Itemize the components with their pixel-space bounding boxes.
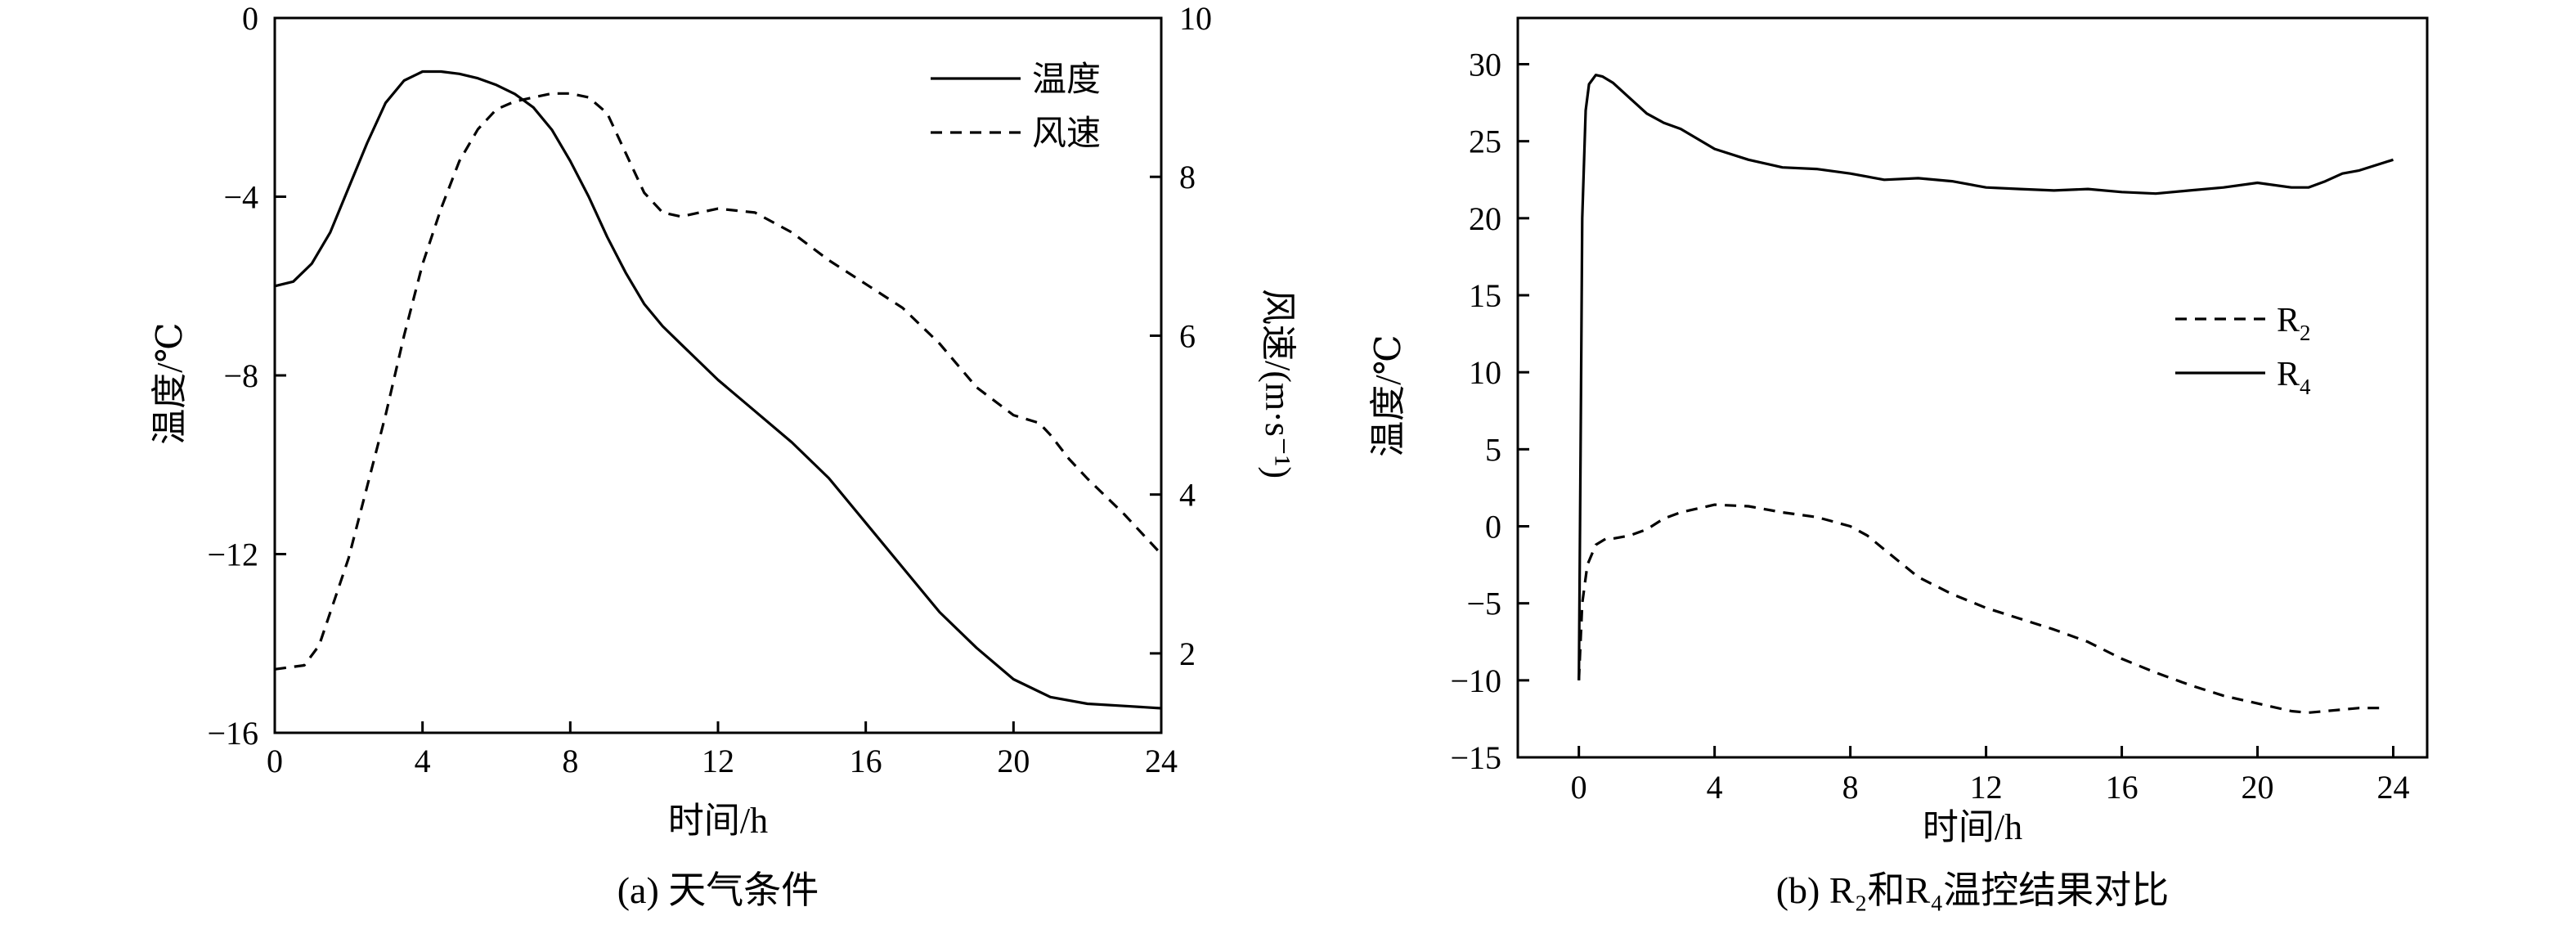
x-tick-label: 12 <box>702 743 734 779</box>
y-tick-label: −10 <box>1450 662 1501 699</box>
x-tick-label: 8 <box>1842 769 1859 806</box>
x-tick-label: 20 <box>2242 769 2274 806</box>
y2-tick-label: 4 <box>1179 477 1196 514</box>
chart-a-frame <box>273 16 1163 734</box>
y-tick-label: 0 <box>242 0 258 37</box>
x-tick-label: 0 <box>1571 769 1587 806</box>
y2-tick-label: 10 <box>1179 0 1212 37</box>
legend-label: R2 <box>2277 302 2311 345</box>
y-tick-label: −8 <box>223 357 258 394</box>
x-tick-label: 24 <box>1145 743 1178 779</box>
y-tick-label: −5 <box>1466 586 1501 622</box>
chart-a: 0 4 8 12 16 20 24 0 −4 −8 −12 −16 10 8 6 4 2 时间/h 温度/℃ 风速/(… <box>150 0 1298 911</box>
x-axis-title: 时间/h <box>1923 807 2022 847</box>
legend-label: R4 <box>2277 356 2311 399</box>
series-line-temperature <box>274 70 1162 710</box>
chart-b-frame <box>1516 16 2429 759</box>
series-line-r4 <box>1577 74 2394 680</box>
y-tick-label: −15 <box>1450 739 1501 776</box>
y-tick-label: 30 <box>1469 47 1501 83</box>
chart-caption: (a) 天气条件 <box>617 869 819 911</box>
y-tick-label: −4 <box>223 179 258 216</box>
y-tick-label: 25 <box>1469 123 1501 160</box>
y2-tick-label: 8 <box>1179 159 1196 195</box>
y-tick-label: 15 <box>1469 277 1501 314</box>
legend-label: 风速 <box>1032 115 1101 153</box>
y2-tick-label: 2 <box>1179 635 1196 672</box>
y-tick-label: −16 <box>207 715 258 752</box>
series-line-r2 <box>1577 503 2387 714</box>
y-tick-label: 0 <box>1485 509 1501 546</box>
y2-tick-label: 6 <box>1179 317 1196 354</box>
y-axis-title: 温度/℃ <box>150 322 190 444</box>
chart-b: 0 4 8 12 16 20 24 30 25 20 15 10 5 0 −5 −10 −15 时间/h 温度/℃ (… <box>1368 16 2429 911</box>
y-tick-label: 5 <box>1485 431 1501 468</box>
y-tick-label: −12 <box>207 537 258 573</box>
x-tick-label: 20 <box>997 743 1030 779</box>
y-axis-title: 温度/℃ <box>1368 335 1408 456</box>
series-line-wind-speed <box>274 92 1163 671</box>
legend-label: 温度 <box>1032 61 1101 99</box>
x-tick-label: 4 <box>1707 769 1723 806</box>
y-tick-label: 10 <box>1469 354 1501 391</box>
x-tick-label: 4 <box>415 743 431 779</box>
x-tick-label: 8 <box>562 743 578 779</box>
x-tick-label: 0 <box>267 743 283 779</box>
chart-caption: (b) R₂和R₄温控结果对比 <box>1776 869 2170 911</box>
x-tick-label: 12 <box>1970 769 2003 806</box>
x-axis-title: 时间/h <box>668 801 768 841</box>
x-tick-label: 24 <box>2377 769 2410 806</box>
x-tick-label: 16 <box>850 743 882 779</box>
y-tick-label: 20 <box>1469 200 1501 237</box>
x-tick-label: 16 <box>2106 769 2138 806</box>
y2-axis-title: 风速/(m·s⁻¹) <box>1258 289 1298 478</box>
